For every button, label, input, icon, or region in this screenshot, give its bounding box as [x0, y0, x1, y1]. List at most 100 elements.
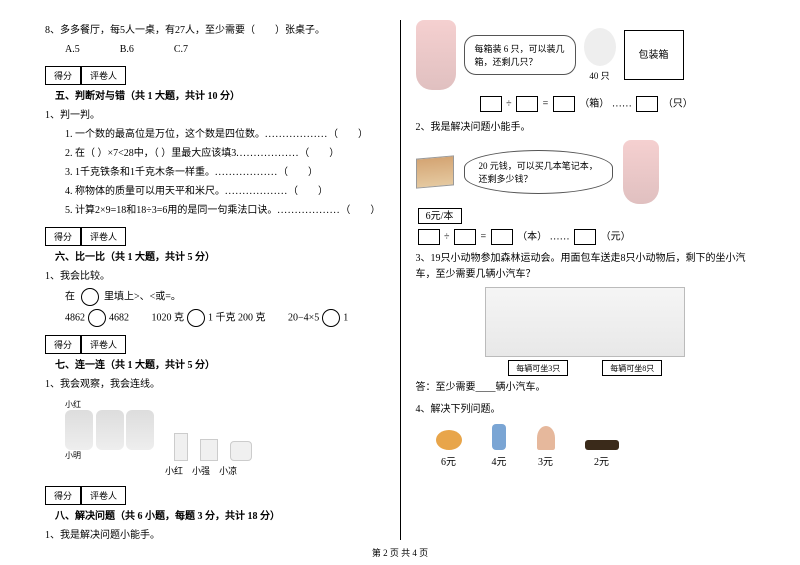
- price: 3元: [537, 453, 555, 468]
- price-row: 6元/本: [416, 208, 756, 224]
- bus-label-2: 每辆可坐8只: [602, 360, 662, 376]
- q3-scene: 每辆可坐3只 每辆可坐8只: [416, 287, 756, 376]
- circle-icon: [187, 309, 205, 327]
- sec5-title: 五、判断对与错（共 1 大题，共计 10 分）: [55, 89, 385, 105]
- circle-icon: [322, 309, 340, 327]
- sec5-i4: 4. 称物体的质量可以用天平和米尺。（ ）: [45, 184, 385, 200]
- dots: [215, 167, 278, 178]
- score-box-8: 得分 评卷人: [45, 486, 385, 505]
- dots: ……: [550, 231, 570, 242]
- left-column: 8、多多餐厅，每5人一桌，有27人，至少需要（ ）张桌子。 A.5 B.6 C.…: [30, 20, 401, 540]
- unit-box: （箱）: [579, 98, 609, 109]
- child-icon: [96, 410, 124, 450]
- blank-box[interactable]: [553, 96, 575, 112]
- sec5-i1-text: 1. 一个数的最高位是万位，这个数是四位数。: [65, 129, 265, 140]
- blank-box[interactable]: [491, 229, 513, 245]
- score-box-5: 得分 评卷人: [45, 66, 385, 85]
- q3-answer: 答：至少需要____辆小汽车。: [416, 380, 756, 396]
- q8-text: 8、多多餐厅，每5人一桌，有27人，至少需要（ ）张桌子。: [45, 23, 385, 39]
- blank-box[interactable]: [574, 229, 596, 245]
- sec6-lead: 1、我会比较。: [45, 269, 385, 285]
- price: 4元: [492, 453, 507, 468]
- q2-lead: 2、我是解决问题小能手。: [416, 120, 756, 136]
- blank-box[interactable]: [418, 229, 440, 245]
- sec5-i5: 5. 计算2×9=18和18÷3=6用的是同一句乘法口诀。（ ）: [45, 203, 385, 219]
- thought-cloud: 20 元钱，可以买几本笔记本， 还剩多少钱？: [464, 150, 613, 194]
- q2-figure-row: 20 元钱，可以买几本笔记本， 还剩多少钱？: [416, 140, 756, 204]
- lbl: 小红: [165, 466, 183, 476]
- label-xh: 小红: [65, 399, 154, 410]
- grader-label: 评卷人: [81, 227, 126, 246]
- c3a: 20−4×5: [288, 312, 319, 323]
- q1-figure-row: 每箱装 6 只，可以装几 箱，还剩几只？ 40 只 包装箱: [416, 20, 756, 90]
- c3b: 1: [343, 312, 348, 323]
- right-column: 每箱装 6 只，可以装几 箱，还剩几只？ 40 只 包装箱 ÷ = （箱） ………: [401, 20, 771, 540]
- score-label: 得分: [45, 486, 81, 505]
- cloud-line1: 20 元钱，可以买几本笔记本，: [479, 159, 598, 172]
- bus-labels: 每辆可坐3只 每辆可坐8只: [416, 360, 756, 376]
- bottle-icon: [174, 433, 188, 461]
- price-box: 6元/本: [418, 208, 462, 224]
- c1a: 4862: [65, 312, 85, 323]
- child-icon: [65, 410, 93, 450]
- page: 8、多多餐厅，每5人一桌，有27人，至少需要（ ）张桌子。 A.5 B.6 C.…: [0, 0, 800, 565]
- dots: [277, 205, 340, 216]
- bubble-line2: 箱，还剩几只？: [475, 55, 565, 68]
- dots: [225, 186, 288, 197]
- girl-icon: [623, 140, 659, 204]
- circle-icon: [88, 309, 106, 327]
- sec5-i3: 3. 1千克铁条和1千克木条一样重。（ ）: [45, 165, 385, 181]
- q2-equation: ÷ = （本） …… （元）: [416, 229, 756, 245]
- girl-icon: [416, 20, 456, 90]
- blank-box[interactable]: [516, 96, 538, 112]
- box-icon: [200, 439, 218, 461]
- price: 2元: [585, 453, 619, 468]
- cloud-line2: 还剩多少钱？: [479, 172, 598, 185]
- dots: [236, 148, 299, 159]
- sec6-row: 48624682 1020 克1 千克 200 克 20−4×51: [45, 309, 385, 327]
- blank-box[interactable]: [454, 229, 476, 245]
- bubble-line1: 每箱装 6 只，可以装几: [475, 42, 565, 55]
- sec5-i2: 2. 在（ ）×7<28中，（ ）里最大应该填3（ ）: [45, 146, 385, 162]
- sec7-title: 七、连一连（共 1 大题，共计 5 分）: [55, 358, 385, 374]
- q1-equation: ÷ = （箱） …… （只）: [416, 96, 756, 112]
- sec7-lead: 1、我会观察，我会连线。: [45, 377, 385, 393]
- food-item: 6元: [436, 430, 462, 468]
- circle-icon: [81, 288, 99, 306]
- bar-icon: [585, 440, 619, 450]
- score-label: 得分: [45, 335, 81, 354]
- child-icon: [126, 410, 154, 450]
- score-label: 得分: [45, 66, 81, 85]
- sec6-instr: 在 里填上>、<或=。: [45, 288, 385, 306]
- blank-box[interactable]: [636, 96, 658, 112]
- q4-foods: 6元 4元 3元 2元: [436, 424, 756, 468]
- count-40: 40 只: [584, 69, 616, 82]
- price: 6元: [436, 453, 462, 468]
- c2a: 1020 克: [152, 312, 185, 323]
- sec5-i1: 1. 一个数的最高位是万位，这个数是四位数。（ ）: [45, 127, 385, 143]
- unit-zhi: （只）: [663, 98, 693, 109]
- bus-label-1: 每辆可坐3只: [508, 360, 568, 376]
- sec5-lead: 1、判一判。: [45, 108, 385, 124]
- page-footer: 第 2 页 共 4 页: [0, 546, 800, 559]
- objects-group: [174, 433, 252, 461]
- lbl: 小强: [192, 466, 210, 476]
- sec5-i2-text: 2. 在（ ）×7<28中，（ ）里最大应该填3: [65, 148, 236, 159]
- unit-yuan: （元）: [601, 231, 631, 242]
- dots: ……: [612, 98, 632, 109]
- scene-icon: [485, 287, 685, 357]
- sec8-lead: 1、我是解决问题小能手。: [45, 528, 385, 544]
- score-box-6: 得分 评卷人: [45, 227, 385, 246]
- score-box-7: 得分 评卷人: [45, 335, 385, 354]
- cone-icon: [537, 426, 555, 450]
- food-item: 4元: [492, 424, 507, 468]
- sec7-figure: 小红 小明: [65, 399, 385, 461]
- grader-label: 评卷人: [81, 66, 126, 85]
- blank-box[interactable]: [480, 96, 502, 112]
- lbl: 小凉: [219, 466, 237, 476]
- burger-icon: [436, 430, 462, 450]
- food-item: 3元: [537, 426, 555, 468]
- sec5-i4-text: 4. 称物体的质量可以用天平和米尺。: [65, 186, 225, 197]
- sec8-title: 八、解决问题（共 6 小题，每题 3 分，共计 18 分）: [55, 509, 385, 525]
- sec6-title: 六、比一比（共 1 大题，共计 5 分）: [55, 250, 385, 266]
